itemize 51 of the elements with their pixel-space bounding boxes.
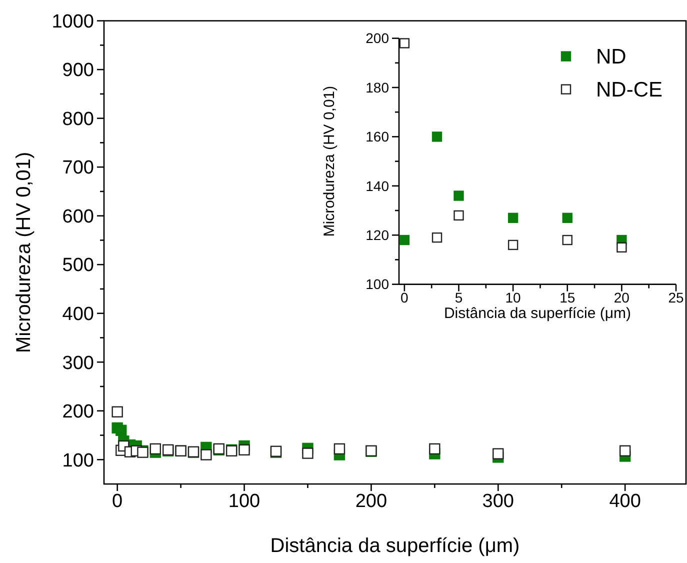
x-tick-label: 300 [482,491,514,512]
y-tick-label: 160 [366,128,390,145]
point [399,38,410,48]
x-tick-label: 10 [505,289,522,306]
point [302,448,314,459]
point [432,132,442,142]
point [429,443,440,454]
point [562,212,572,223]
x-tick-label: 0 [112,491,123,512]
x-tick-label: 400 [609,491,641,512]
y-tick-label: 140 [366,178,390,194]
y-tick-label: 1000 [52,11,94,32]
point [619,445,631,456]
point [399,234,410,246]
point [238,444,250,456]
y-tick-label: 200 [366,30,390,46]
point [508,212,518,223]
legend-label: ND [596,46,626,69]
point [616,242,627,252]
point [454,210,464,221]
point [492,448,504,460]
y-tick-label: 400 [62,304,94,325]
y-tick-label: 120 [366,227,390,243]
x-axis-title: Distância da superfície (μm) [270,535,520,557]
point [200,449,212,460]
y-tick-label: 100 [366,276,390,292]
point [508,240,518,250]
x-tick-label: 15 [560,289,576,306]
x-tick-label: 25 [668,289,684,306]
legend-label: ND-CE [596,78,662,102]
y-axis-title: Microdureza (HV 0,01) [13,152,35,353]
y-tick-label: 900 [62,60,94,82]
x-tick-label: 5 [454,289,463,306]
y-tick-label: 200 [62,402,94,423]
x-tick-label: 20 [614,289,630,306]
point [334,443,346,454]
x-tick-label: 0 [400,289,409,306]
y-tick-label: 600 [62,206,94,228]
y-tick-label: 500 [62,255,94,276]
point [432,232,442,243]
point [562,234,572,246]
y-tick-label: 180 [366,79,390,96]
y-tick-label: 800 [62,108,94,130]
y-tick-label: 100 [62,450,94,472]
y-tick-label: 300 [62,352,94,374]
y-axis-title: Microdureza (HV 0,01) [321,86,338,237]
x-axis-title: Distância da superfície (μm) [444,305,632,322]
point [150,443,162,454]
x-tick-label: 100 [228,491,260,512]
point [454,190,464,201]
y-tick-label: 700 [62,158,94,179]
